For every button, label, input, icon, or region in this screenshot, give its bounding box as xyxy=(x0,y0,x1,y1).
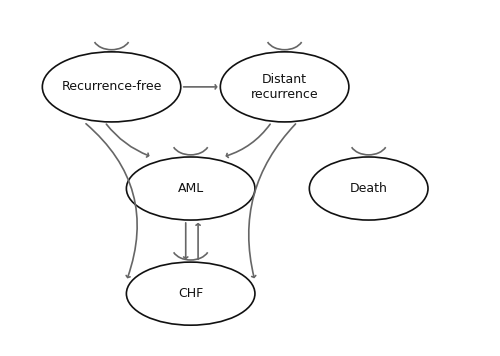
Text: Distant
recurrence: Distant recurrence xyxy=(251,73,318,101)
Ellipse shape xyxy=(220,52,349,122)
Ellipse shape xyxy=(126,262,255,325)
Text: Recurrence-free: Recurrence-free xyxy=(62,80,162,93)
Text: AML: AML xyxy=(178,182,204,195)
Text: Death: Death xyxy=(350,182,388,195)
Text: CHF: CHF xyxy=(178,287,204,300)
Ellipse shape xyxy=(42,52,181,122)
Ellipse shape xyxy=(126,157,255,220)
Ellipse shape xyxy=(310,157,428,220)
